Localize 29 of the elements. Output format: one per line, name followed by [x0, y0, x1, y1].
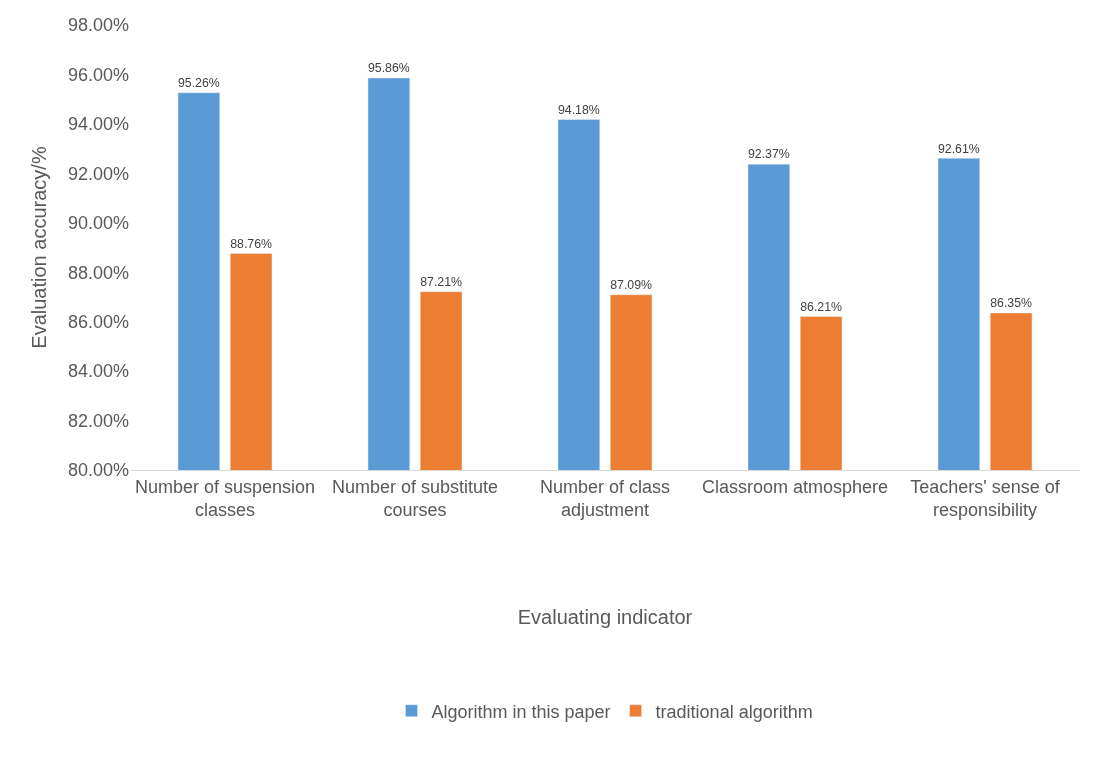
- data-label: 87.21%: [420, 275, 463, 290]
- x-tick-label: Number of suspension classes: [134, 476, 316, 520]
- x-tick-label: Number of substitute courses: [331, 476, 499, 520]
- data-label: 86.35%: [990, 296, 1033, 311]
- y-tick-label: 90.00%: [67, 213, 129, 234]
- y-tick-label: 80.00%: [67, 460, 129, 481]
- data-label: 95.86%: [368, 61, 410, 76]
- data-label: 95.26%: [177, 76, 220, 90]
- data-label: 94.18%: [558, 102, 600, 117]
- data-label: 92.61%: [938, 141, 980, 156]
- x-axis-title: Evaluating indicator: [517, 605, 693, 628]
- y-tick-label: 86.00%: [67, 311, 129, 332]
- legend-label: Algorithm in this paper: [431, 701, 611, 722]
- y-tick-label: 84.00%: [67, 361, 129, 382]
- data-label: 87.09%: [610, 277, 653, 292]
- y-tick-label: 92.00%: [67, 163, 129, 184]
- y-tick-label: 98.00%: [67, 15, 129, 36]
- data-label: 86.21%: [800, 299, 843, 314]
- data-label: 92.37%: [748, 147, 790, 162]
- x-tick-label: Classroom atmosphere: [701, 476, 889, 497]
- x-tick-label: Teachers' sense of responsibility: [910, 476, 1061, 520]
- y-tick-label: 88.00%: [67, 262, 129, 283]
- y-tick-label: 96.00%: [67, 64, 129, 85]
- y-tick-label: 94.00%: [67, 114, 129, 135]
- legend-label: traditional algorithm: [655, 701, 813, 722]
- x-tick-label: Number of class adjustment: [539, 476, 671, 520]
- data-label: 88.76%: [230, 236, 273, 251]
- y-axis-title: Evaluation accuracy/%: [28, 146, 51, 349]
- y-tick-label: 82.00%: [67, 410, 129, 431]
